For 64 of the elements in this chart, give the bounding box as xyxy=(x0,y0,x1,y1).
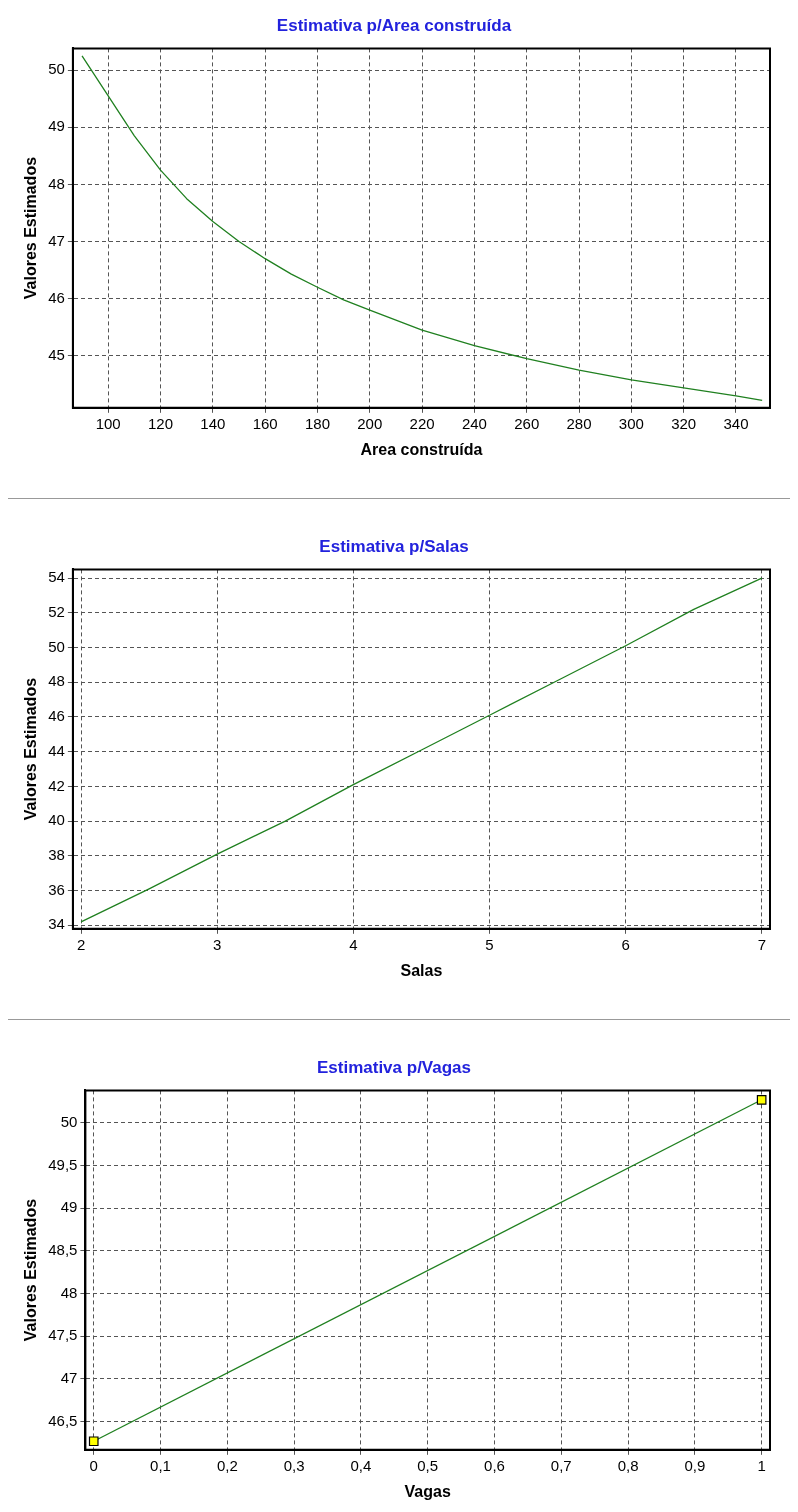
x-tick-label: 0,5 xyxy=(417,1456,439,1474)
x-tick-label: 4 xyxy=(349,935,358,953)
x-tick-label: 280 xyxy=(566,414,592,432)
x-tick-label: 220 xyxy=(409,414,435,432)
y-tick-label: 49,5 xyxy=(48,1155,78,1173)
y-axis-title: Valores Estimados xyxy=(22,677,40,821)
x-tick-label: 2 xyxy=(76,935,86,953)
x-tick-label: 180 xyxy=(304,414,330,432)
y-tick-label: 47 xyxy=(60,1369,78,1387)
x-axis-title: Area construída xyxy=(360,440,483,458)
chart-title: Estimativa p/Vagas xyxy=(316,1057,472,1077)
y-tick-label: 48 xyxy=(60,1283,78,1301)
x-tick-label: 300 xyxy=(618,414,644,432)
x-tick-label: 1 xyxy=(757,1456,766,1474)
x-tick-label: 340 xyxy=(723,414,749,432)
x-tick-label: 120 xyxy=(148,414,174,432)
x-tick-label: 100 xyxy=(95,414,121,432)
x-tick-label: 5 xyxy=(485,935,494,953)
x-tick-label: 3 xyxy=(213,935,222,953)
y-axis-title: Valores Estimados xyxy=(22,156,40,300)
y-tick-label: 34 xyxy=(48,915,65,933)
x-tick-label: 260 xyxy=(514,414,540,432)
x-axis-title: Salas xyxy=(400,961,443,979)
x-tick-label: 0,6 xyxy=(484,1456,505,1474)
x-tick-label: 320 xyxy=(671,414,697,432)
x-tick-label: 7 xyxy=(757,935,766,953)
x-tick-label: 6 xyxy=(621,935,630,953)
y-tick-label: 44 xyxy=(48,741,65,759)
x-tick-label: 240 xyxy=(461,414,487,432)
y-tick-label: 42 xyxy=(48,776,65,794)
x-tick-label: 0,7 xyxy=(550,1456,572,1474)
y-tick-label: 38 xyxy=(48,846,65,864)
x-tick-label: 0,2 xyxy=(216,1456,238,1474)
x-tick-label: 0,9 xyxy=(684,1456,706,1474)
chart-title: Estimativa p/Area construída xyxy=(276,15,512,35)
x-tick-label: 140 xyxy=(200,414,226,432)
y-tick-label: 49 xyxy=(48,117,65,135)
chart-title: Estimativa p/Salas xyxy=(319,536,469,556)
x-tick-label: 160 xyxy=(252,414,278,432)
y-tick-label: 36 xyxy=(48,880,65,898)
y-tick-label: 54 xyxy=(48,568,65,586)
y-tick-label: 49 xyxy=(60,1198,78,1216)
x-tick-label: 0,4 xyxy=(350,1456,372,1474)
x-tick-label: 200 xyxy=(357,414,383,432)
x-axis-title: Vagas xyxy=(404,1482,451,1500)
y-tick-label: 45 xyxy=(48,345,65,363)
y-tick-label: 46 xyxy=(48,288,65,306)
x-tick-label: 0 xyxy=(89,1456,98,1474)
y-tick-label: 50 xyxy=(60,1112,78,1130)
y-tick-label: 52 xyxy=(48,602,65,620)
x-tick-label: 0,3 xyxy=(283,1456,305,1474)
x-tick-label: 0,1 xyxy=(150,1456,171,1474)
y-tick-label: 40 xyxy=(48,811,65,829)
x-tick-label: 0,8 xyxy=(617,1456,639,1474)
y-tick-label: 48 xyxy=(48,174,65,192)
y-axis-title: Valores Estimados xyxy=(22,1198,40,1342)
y-tick-label: 48,5 xyxy=(48,1241,78,1259)
y-tick-label: 47,5 xyxy=(48,1326,78,1344)
y-tick-label: 46 xyxy=(48,707,65,725)
y-tick-label: 46,5 xyxy=(48,1411,78,1429)
y-tick-label: 47 xyxy=(48,231,65,249)
y-tick-label: 50 xyxy=(48,60,65,78)
y-tick-label: 50 xyxy=(48,637,65,655)
y-tick-label: 48 xyxy=(48,672,65,690)
